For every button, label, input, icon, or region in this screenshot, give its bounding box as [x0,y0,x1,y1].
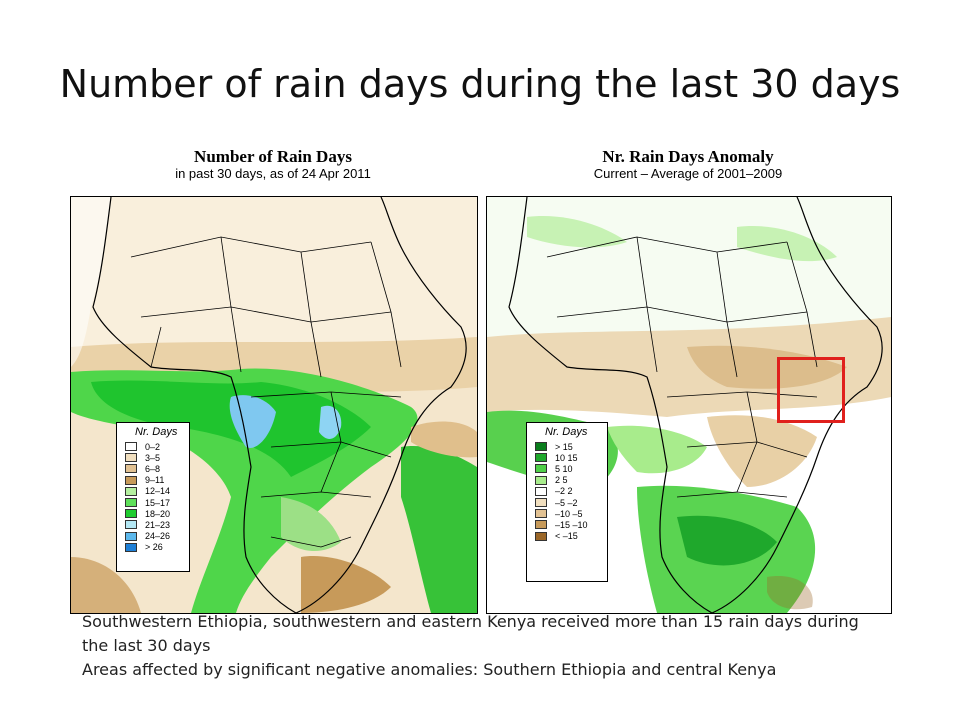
anomaly-legend-label: 10 15 [555,452,578,463]
rain-days-legend-label: 9–11 [145,475,165,486]
anomaly-legend-row: –5 –2 [527,497,607,508]
rain-days-legend-label: 6–8 [145,463,161,474]
anomaly-map [486,196,892,614]
anomaly-legend-label: 2 5 [555,475,568,486]
caption: Southwestern Ethiopia, southwestern and … [82,610,882,682]
anomaly-legend-row: > 15 [527,441,607,452]
rain-days-legend-swatch [125,442,137,452]
anomaly-legend-swatch [535,498,547,508]
anomaly-legend-row: –2 2 [527,486,607,497]
anomaly-legend-row: 10 15 [527,452,607,463]
rain-days-legend-swatch [125,520,137,530]
rain-days-legend-swatch [125,475,137,485]
rain-days-legend-row: 21–23 [117,519,189,530]
rain-days-legend-swatch [125,542,137,552]
anomaly-legend-swatch [535,520,547,530]
rain-days-legend-swatch [125,498,137,508]
anomaly-legend-label: –2 2 [555,486,573,497]
anomaly-legend-row: 5 10 [527,463,607,474]
rain-days-legend-row: 24–26 [117,531,189,542]
anomaly-legend-label: –15 –10 [555,519,588,530]
rain-days-legend-label: 3–5 [145,452,161,463]
anomaly-legend-label: –10 –5 [555,508,583,519]
rain-days-legend-swatch [125,509,137,519]
caption-line-1: Southwestern Ethiopia, southwestern and … [82,612,859,655]
rain-days-legend-row: > 26 [117,542,189,553]
anomaly-legend-swatch [535,453,547,463]
anomaly-legend-swatch [535,464,547,474]
rain-days-legend-row: 15–17 [117,497,189,508]
anomaly-legend-swatch [535,442,547,452]
rain-days-legend-swatch [125,453,137,463]
region-highlight-box [777,357,845,423]
rain-days-legend-label: 12–14 [145,486,171,497]
slide-title: Number of rain days during the last 30 d… [59,62,901,106]
anomaly-legend-label: –5 –2 [555,497,578,508]
rain-days-subheading: in past 30 days, as of 24 Apr 2011 [175,166,371,181]
anomaly-legend-swatch [535,509,547,519]
rain-days-legend-label: 15–17 [145,497,171,508]
rain-days-legend-row: 12–14 [117,486,189,497]
anomaly-legend-label: < –15 [555,531,578,542]
rain-days-legend-swatch [125,464,137,474]
caption-line-2: Areas affected by significant negative a… [82,660,777,679]
rain-days-legend-row: 6–8 [117,463,189,474]
anomaly-legend-swatch [535,531,547,541]
rain-days-legend-title: Nr. Days [135,426,178,438]
anomaly-heading: Nr. Rain Days Anomaly [602,147,774,166]
rain-days-legend-row: 0–2 [117,441,189,452]
anomaly-panel: Nr. Rain Days Anomaly Current – Average … [486,148,890,182]
anomaly-legend-swatch [535,475,547,485]
anomaly-legend-row: –15 –10 [527,519,607,530]
rain-days-legend-label: 18–20 [145,508,171,519]
rain-days-panel: Number of Rain Days in past 30 days, as … [70,148,476,182]
anomaly-legend-row: < –15 [527,531,607,542]
rain-days-legend-row: 3–5 [117,452,189,463]
anomaly-legend-swatch [535,486,547,496]
rain-days-legend-row: 9–11 [117,475,189,486]
rain-days-legend-swatch [125,486,137,496]
anomaly-legend-row: 2 5 [527,475,607,486]
rain-days-legend: Nr. Days 0–2 3–5 6–8 9–11 12–14 15–17 18–20 21–… [116,422,190,572]
rain-days-legend-row: 18–20 [117,508,189,519]
rain-days-legend-label: 0–2 [145,441,161,452]
anomaly-legend-label: > 15 [555,441,573,452]
anomaly-legend: Nr. Days > 15 10 15 5 10 2 5 –2 2 –5 –2 –10 –5… [526,422,608,582]
anomaly-legend-title: Nr. Days [545,426,588,438]
rain-days-legend-swatch [125,531,137,541]
rain-days-legend-label: > 26 [145,542,163,553]
rain-days-legend-label: 24–26 [145,531,171,542]
anomaly-legend-row: –10 –5 [527,508,607,519]
anomaly-legend-label: 5 10 [555,463,573,474]
anomaly-subheading: Current – Average of 2001–2009 [593,166,783,181]
rain-days-heading: Number of Rain Days [194,147,352,166]
rain-days-legend-label: 21–23 [145,519,171,530]
